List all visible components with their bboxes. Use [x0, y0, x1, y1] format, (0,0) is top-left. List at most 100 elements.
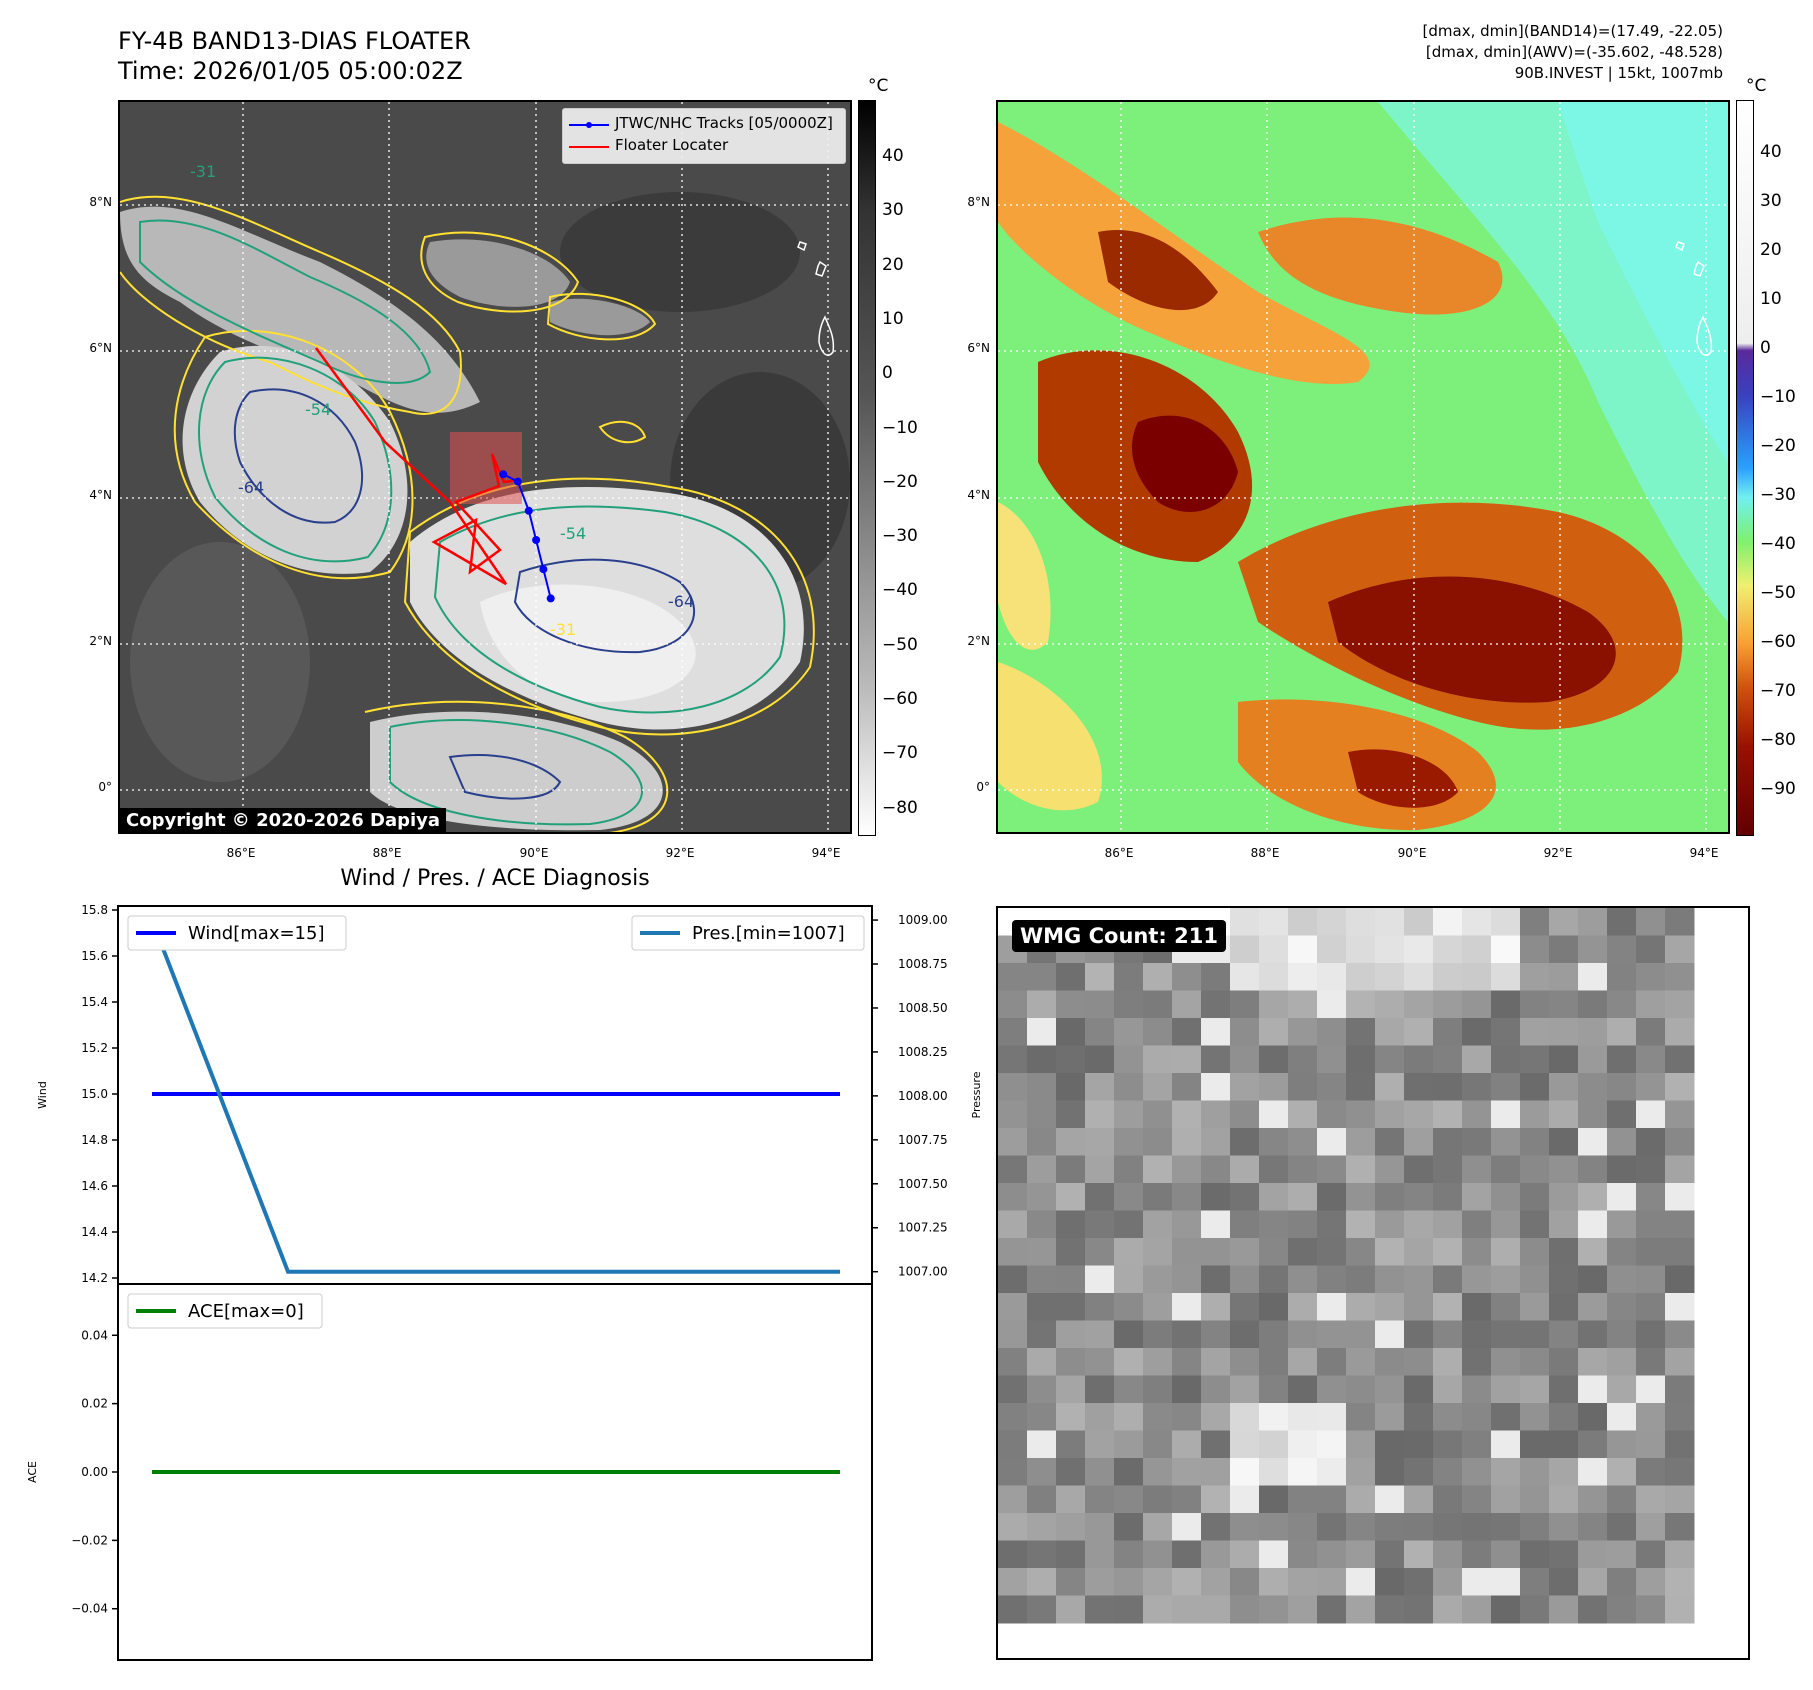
wmg-cell [1230, 1513, 1260, 1541]
wmg-cell [1027, 1348, 1057, 1376]
ace-legend-label: ACE[max=0] [188, 1301, 304, 1322]
wmg-cell [1143, 1210, 1173, 1239]
wmg-cell [998, 1100, 1028, 1129]
pres-tick-label: 1009.00 [898, 913, 948, 927]
wmg-cell [1259, 1320, 1289, 1349]
colorbar-tick: −50 [882, 634, 918, 655]
wmg-cell [1027, 1045, 1057, 1074]
wmg-cell [1665, 963, 1695, 991]
wmg-cell [1056, 1210, 1086, 1239]
pres-legend-label: Pres.[min=1007] [692, 923, 845, 944]
wmg-cell [1346, 1540, 1376, 1569]
wmg-cell [1143, 1458, 1173, 1486]
wmg-cell [998, 1183, 1028, 1211]
wmg-cell [1433, 1348, 1463, 1376]
wmg-cell [1230, 1100, 1260, 1129]
wmg-cell [1520, 1073, 1550, 1101]
wmg-cell [1607, 1045, 1637, 1074]
wmg-cell [1607, 1540, 1637, 1569]
wmg-cell [1607, 1238, 1637, 1266]
wmg-cell [1520, 1100, 1550, 1129]
wmg-cell [1259, 1485, 1289, 1514]
wmg-cell [1114, 1018, 1144, 1046]
wmg-cell [998, 1238, 1028, 1266]
legend-locator-label: Floater Locater [615, 136, 729, 154]
wmg-cell [1085, 1595, 1115, 1624]
wind-legend-label: Wind[max=15] [188, 923, 325, 944]
wmg-cell [1636, 1595, 1666, 1624]
wmg-cell [1549, 1183, 1579, 1211]
wmg-cell [1578, 1128, 1608, 1156]
wmg-cell [1317, 935, 1347, 964]
wmg-cell [1520, 1320, 1550, 1349]
wmg-cell [1288, 1458, 1318, 1486]
wmg-cell [1636, 1265, 1666, 1294]
wmg-cell [1346, 1238, 1376, 1266]
wmg-cell [1317, 1238, 1347, 1266]
wmg-cell [1462, 1430, 1492, 1459]
wmg-cell [1259, 1403, 1289, 1431]
wmg-cell [1027, 1375, 1057, 1404]
wmg-cell [1317, 1018, 1347, 1046]
wmg-cell [1404, 1568, 1434, 1596]
wmg-cell [1317, 1430, 1347, 1459]
wmg-cell [998, 1018, 1028, 1046]
wmg-cell [1259, 1595, 1289, 1624]
map-legend: JTWC/NHC Tracks [05/0000Z] Floater Locat… [562, 108, 846, 164]
wmg-cell [1259, 1155, 1289, 1184]
info-band14: [dmax, dmin](BAND14)=(17.49, -22.05) [1422, 22, 1723, 40]
wmg-cell [1433, 1540, 1463, 1569]
wmg-cell [1201, 1595, 1231, 1624]
wmg-cell [1201, 1513, 1231, 1541]
wmg-cell [1433, 1485, 1463, 1514]
wmg-cell [1404, 1073, 1434, 1101]
wmg-cell [1665, 1293, 1695, 1321]
wmg-cell [1172, 1403, 1202, 1431]
wmg-cell [1665, 1128, 1695, 1156]
wmg-cell [1201, 1238, 1231, 1266]
wmg-cell [1317, 1375, 1347, 1404]
wmg-cell [1578, 1595, 1608, 1624]
contour-label: -54 [560, 524, 587, 543]
wmg-cell [1520, 1128, 1550, 1156]
wmg-cell [1114, 963, 1144, 991]
wmg-cell [1549, 1265, 1579, 1294]
wmg-cell [1085, 1375, 1115, 1404]
wmg-cell [1462, 990, 1492, 1019]
wind-tick-label: 14.4 [81, 1225, 108, 1239]
wmg-cell [1375, 1568, 1405, 1596]
wmg-cell [1404, 1018, 1434, 1046]
lon-label: 90°E [1397, 846, 1427, 860]
wmg-cell [1462, 1155, 1492, 1184]
pres-tick-label: 1008.00 [898, 1089, 948, 1103]
lon-label: 90°E [519, 846, 549, 860]
wmg-cell [1375, 1210, 1405, 1239]
wmg-cell [1172, 1430, 1202, 1459]
wmg-cell [1549, 1210, 1579, 1239]
wmg-cell [1375, 1238, 1405, 1266]
wmg-cell [1549, 1155, 1579, 1184]
contour-label: -64 [668, 592, 695, 611]
wmg-cell [1462, 1100, 1492, 1129]
wmg-cell [1172, 1540, 1202, 1569]
wmg-cell [1404, 1430, 1434, 1459]
wmg-cell [1491, 1183, 1521, 1211]
wmg-cell [1317, 1540, 1347, 1569]
wmg-cell [1317, 1100, 1347, 1129]
wmg-cell [1549, 935, 1579, 964]
contour-label: -54 [305, 400, 332, 419]
wmg-cell [1433, 1568, 1463, 1596]
right-colorbar [1736, 100, 1754, 836]
wmg-cell [1665, 1513, 1695, 1541]
wmg-cell [1433, 935, 1463, 964]
wmg-cell [1172, 1458, 1202, 1486]
wmg-cell [998, 1375, 1028, 1404]
ace-tick-label: −0.02 [71, 1533, 108, 1547]
wmg-cell [1491, 1568, 1521, 1596]
wmg-cell [1520, 1045, 1550, 1074]
wmg-cell [1491, 1073, 1521, 1101]
wmg-cell [1578, 908, 1608, 936]
wmg-cell [1346, 1430, 1376, 1459]
wmg-cell [1027, 1458, 1057, 1486]
wmg-cell [1201, 1403, 1231, 1431]
